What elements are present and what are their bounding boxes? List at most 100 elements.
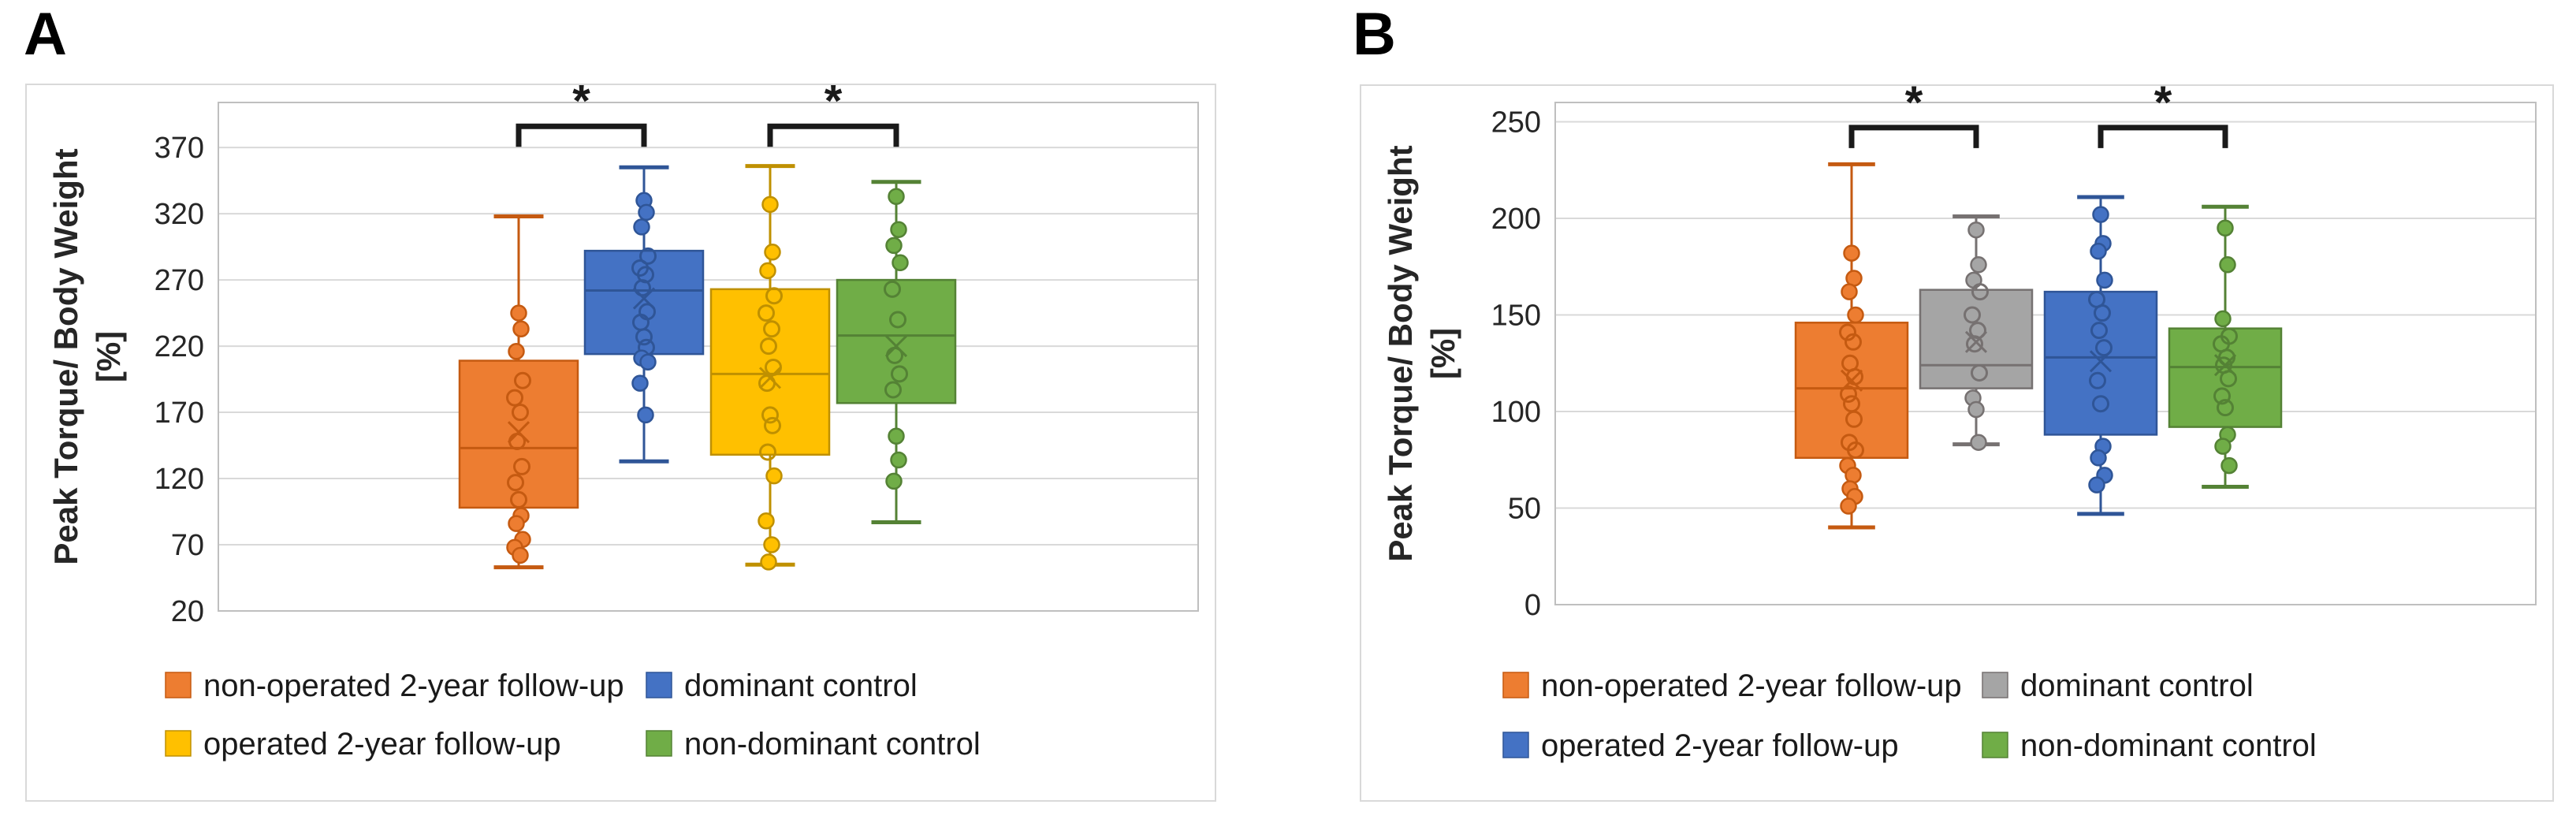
data-point-filled [1967, 221, 1985, 239]
data-point-filled [508, 343, 525, 360]
data-point-open [506, 389, 523, 407]
box-group-0 [458, 214, 579, 570]
panel-a: 370 320 270 220 170 120 70 20 Peak Torque/ Body … [25, 84, 1216, 802]
data-point-open [763, 320, 780, 338]
data-point-filled [2217, 219, 2234, 236]
data-point-open [512, 404, 529, 422]
y-tick-label: 200 [1491, 203, 1541, 236]
data-point-open [1845, 410, 1863, 428]
y-axis-title-text: Peak Torque/ Body Weight [1382, 145, 1419, 561]
mean-marker [1964, 330, 1988, 353]
y-tick-label: 100 [1491, 396, 1541, 429]
data-point-filled [892, 254, 909, 271]
data-point-open [1971, 364, 1988, 382]
data-point-filled [885, 472, 903, 490]
data-point-filled [2096, 271, 2113, 289]
legend-swatch [1502, 732, 1529, 758]
box [2168, 327, 2283, 428]
data-point-filled [764, 244, 781, 261]
data-point-filled [1840, 497, 1857, 515]
y-axis-title-text: Peak Torque/ Body Weight [47, 148, 84, 564]
data-point-open [2092, 395, 2109, 413]
data-point-open [2090, 322, 2108, 340]
box-group-1 [583, 165, 705, 464]
panel-b-label: B [1353, 1, 1396, 68]
data-point-open [884, 280, 901, 298]
data-point-filled [1970, 434, 1987, 451]
data-point-filled [1845, 467, 1862, 484]
data-point-filled [1841, 283, 1858, 300]
box-group-3 [2168, 204, 2283, 490]
y-axis-unit: [%] [1424, 328, 1461, 379]
significance-asterisk: * [1905, 86, 1923, 128]
y-tick-label: 150 [1491, 300, 1541, 333]
legend-swatch [1502, 672, 1529, 698]
data-point-open [513, 457, 530, 475]
data-point-open [889, 311, 906, 329]
mean-marker [1840, 369, 1863, 392]
data-point-filled [1847, 306, 1864, 324]
data-point-open [884, 381, 902, 399]
legend-swatch [646, 730, 672, 757]
data-point-filled [2214, 310, 2232, 328]
data-point-filled [761, 196, 779, 214]
y-tick-label: 20 [171, 595, 204, 628]
data-point-filled [633, 218, 650, 236]
legend-swatch [646, 672, 672, 698]
significance-bracket [1848, 125, 1979, 148]
box-group-2 [709, 164, 831, 571]
data-point-open [891, 365, 908, 383]
data-point-filled [890, 221, 907, 238]
legend-label: non-operated 2-year follow-up [203, 668, 624, 703]
box-group-0 [1794, 162, 1909, 530]
y-tick-label: 220 [154, 330, 204, 363]
data-point-filled [888, 188, 905, 206]
y-tick-label: 320 [154, 198, 204, 231]
mean-marker [758, 367, 782, 389]
legend-label: operated 2-year follow-up [203, 727, 561, 762]
significance-asterisk: * [825, 85, 843, 127]
data-point-filled [2220, 456, 2238, 475]
significance-bracket [516, 123, 647, 147]
data-point-open [510, 490, 527, 508]
significance-bracket [2098, 125, 2228, 148]
mean-marker [2213, 354, 2237, 377]
data-point-open [514, 371, 531, 389]
data-point-open [761, 406, 779, 424]
data-point-filled [2092, 206, 2109, 223]
data-point-filled [2214, 438, 2232, 455]
legend-label: non-operated 2-year follow-up [1541, 668, 1962, 703]
y-axis-unit: [%] [90, 331, 127, 382]
legend-swatch [165, 730, 192, 757]
significance-bracket [767, 123, 899, 147]
y-axis-title: Peak Torque/ Body Weight [%] [47, 148, 127, 564]
data-point-open [639, 247, 657, 265]
mean-marker [632, 287, 656, 310]
data-point-filled [1970, 256, 1987, 274]
data-point-open [2213, 387, 2231, 405]
data-point-open [764, 416, 781, 434]
box [709, 288, 831, 456]
data-point-open [765, 287, 783, 305]
significance-asterisk: * [572, 85, 590, 127]
boxplot-chart-a: 370 320 270 220 170 120 70 20 Peak Torque/ Body … [47, 85, 1199, 762]
data-point-filled [1843, 244, 1860, 262]
data-point-open [2095, 339, 2113, 357]
data-point-filled [508, 515, 525, 532]
data-point-filled [637, 406, 654, 424]
legend-label: non-dominant control [2020, 728, 2317, 763]
data-point-open [1847, 441, 1864, 459]
data-point-filled [510, 304, 527, 322]
data-point-filled [2090, 242, 2107, 260]
data-point-filled [638, 203, 655, 222]
data-point-filled [888, 427, 905, 445]
data-point-open [2094, 304, 2111, 322]
y-tick-label: 270 [154, 264, 204, 297]
mean-marker [2089, 350, 2113, 373]
data-point-open [2220, 370, 2237, 388]
data-point-filled [2219, 256, 2236, 274]
y-tick-label: 70 [171, 529, 204, 562]
plot-area-border [218, 102, 1199, 612]
legend-swatch [1982, 732, 2008, 758]
